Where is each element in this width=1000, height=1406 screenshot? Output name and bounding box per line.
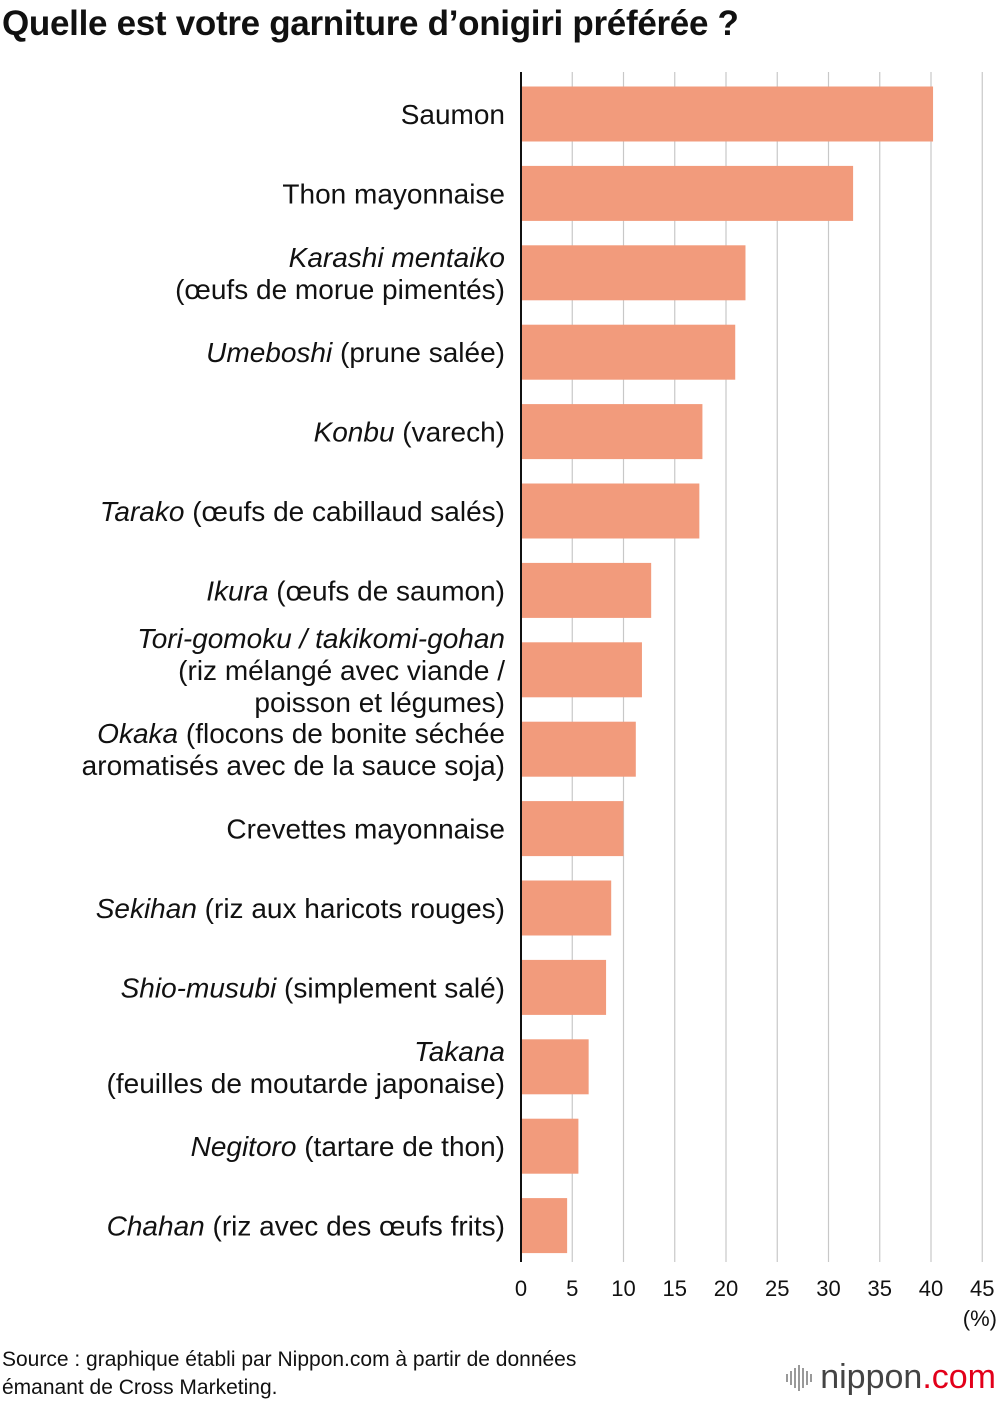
nippon-logo: nippon.com: [786, 1358, 996, 1397]
bar: [521, 880, 612, 936]
bar: [521, 245, 746, 301]
x-tick-labels: 0 5 10 15 20 25 30 35 40 45: [515, 1276, 995, 1301]
x-tick-label: 20: [714, 1276, 738, 1301]
logo-suffix: .com: [922, 1358, 996, 1396]
logo-name: nippon: [820, 1358, 923, 1396]
category-label: Crevettes mayonnaise: [226, 814, 505, 845]
x-tick-label: 35: [868, 1276, 892, 1301]
category-label: Sekihan (riz aux haricots rouges): [96, 893, 505, 924]
category-label: Takana (feuilles de moutarde japonaise): [107, 1036, 505, 1099]
x-tick-label: 15: [663, 1276, 687, 1301]
category-label: Tarako (œufs de cabillaud salés): [100, 496, 505, 527]
x-tick-label: 0: [515, 1276, 527, 1301]
bar: [521, 165, 854, 221]
bar: [521, 801, 624, 857]
x-axis-unit-label: (%): [963, 1306, 997, 1331]
category-label: Chahan (riz avec des œufs frits): [107, 1211, 505, 1242]
category-label: Karashi mentaiko (œufs de morue pimentés): [175, 242, 505, 305]
category-label: Konbu (varech): [314, 417, 505, 448]
bar: [521, 959, 607, 1015]
bar: [521, 721, 636, 777]
bar: [521, 483, 700, 539]
category-label: Umeboshi (prune salée): [206, 337, 505, 368]
source-note: Source : graphique établi par Nippon.com…: [2, 1346, 576, 1402]
source-line-1: Source : graphique établi par Nippon.com…: [2, 1348, 577, 1371]
x-tick-label: 10: [611, 1276, 635, 1301]
x-tick-label: 5: [566, 1276, 578, 1301]
category-label: Tori-gomoku / takikomi-gohan (riz mélangé…: [137, 623, 505, 718]
bar: [521, 1118, 579, 1174]
chart-title: Quelle est votre garniture d’onigiri pré…: [2, 4, 739, 43]
category-label: Negitoro (tartare de thon): [191, 1131, 505, 1162]
bar: [521, 324, 736, 380]
x-tick-label: 40: [919, 1276, 943, 1301]
x-tick-label: 45: [970, 1276, 994, 1301]
category-labels: Saumon Thon mayonnaise Karashi mentaiko (œu…: [82, 99, 506, 1242]
x-tick-label: 25: [765, 1276, 789, 1301]
bar: [521, 86, 934, 142]
category-label: Shio-musubi (simplement salé): [121, 972, 505, 1003]
category-label: Saumon: [401, 99, 505, 130]
category-label: Okaka (flocons de bonite séchée aromatisé…: [82, 718, 505, 781]
bar: [521, 562, 652, 618]
logo-mark-icon: [786, 1363, 813, 1393]
bar: [521, 642, 642, 698]
bar: [521, 1039, 589, 1095]
category-label: Thon mayonnaise: [282, 178, 505, 209]
bars: [521, 86, 934, 1254]
bar: [521, 1198, 568, 1254]
x-tick-label: 30: [816, 1276, 840, 1301]
bar-chart: Saumon Thon mayonnaise Karashi mentaiko (œu…: [82, 72, 997, 1331]
category-label: Ikura (œufs de saumon): [206, 575, 505, 606]
source-line-2: émanant de Cross Marketing.: [2, 1376, 278, 1399]
bar: [521, 404, 703, 460]
